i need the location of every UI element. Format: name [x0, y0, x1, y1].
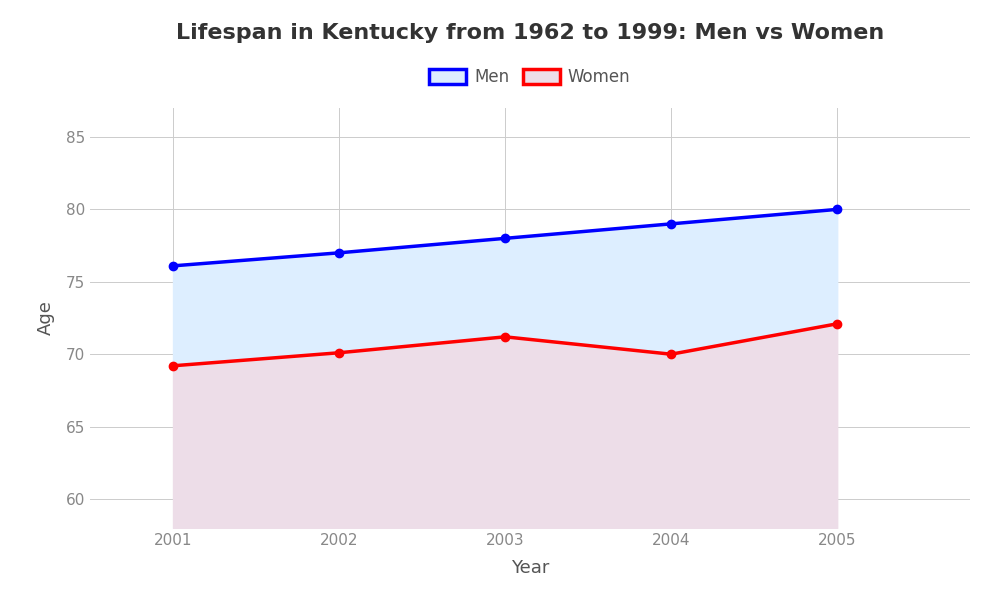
Title: Lifespan in Kentucky from 1962 to 1999: Men vs Women: Lifespan in Kentucky from 1962 to 1999: … [176, 23, 884, 43]
Legend: Men, Women: Men, Women [423, 62, 637, 93]
Y-axis label: Age: Age [37, 301, 55, 335]
X-axis label: Year: Year [511, 559, 549, 577]
